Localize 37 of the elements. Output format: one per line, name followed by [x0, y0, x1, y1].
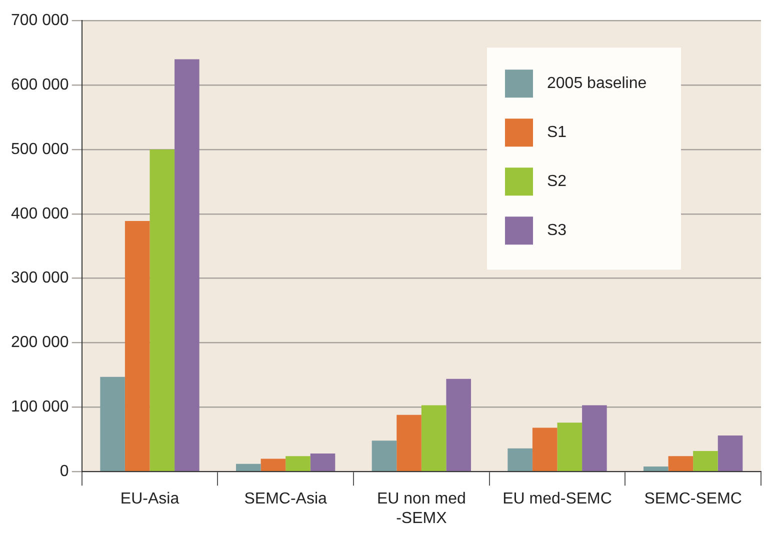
x-tick-label: EU-Asia	[120, 490, 180, 508]
legend-label: S1	[547, 124, 567, 142]
y-tick-label: 400 000	[10, 205, 69, 222]
bar	[508, 448, 532, 471]
y-tick-label: 300 000	[10, 270, 69, 287]
bar	[693, 450, 718, 471]
x-tick-label: SEMC-SEMC	[644, 490, 742, 508]
bar	[644, 466, 668, 471]
bar	[174, 59, 200, 471]
bar	[236, 464, 261, 471]
x-tick-label: EU med-SEMC	[502, 490, 612, 508]
y-tick-label: 100 000	[10, 398, 69, 416]
bar	[100, 376, 125, 471]
bar	[421, 405, 446, 471]
bar	[718, 436, 743, 471]
bar	[668, 456, 694, 471]
bar	[260, 458, 286, 471]
y-tick-label: 200 000	[10, 334, 69, 352]
x-tick-label: EU non med -SEMX	[376, 490, 466, 527]
legend-label: S2	[547, 173, 567, 190]
bar	[124, 220, 150, 471]
bar	[286, 456, 310, 471]
x-tick-label: SEMC-Asia	[244, 490, 328, 508]
y-tick-label: 600 000	[10, 76, 69, 94]
bar	[582, 405, 607, 471]
y-tick-label: 700 000	[10, 12, 69, 30]
bar	[532, 428, 558, 471]
bar	[310, 454, 336, 471]
bar	[557, 422, 582, 471]
bar	[396, 414, 422, 471]
y-tick-label: 500 000	[10, 140, 69, 158]
legend-label: 2005 baseline	[547, 75, 647, 92]
legend-label: S3	[547, 222, 567, 240]
bar	[372, 440, 397, 471]
bar	[150, 149, 175, 471]
bar	[446, 378, 471, 471]
y-tick-label: 0	[60, 463, 69, 480]
